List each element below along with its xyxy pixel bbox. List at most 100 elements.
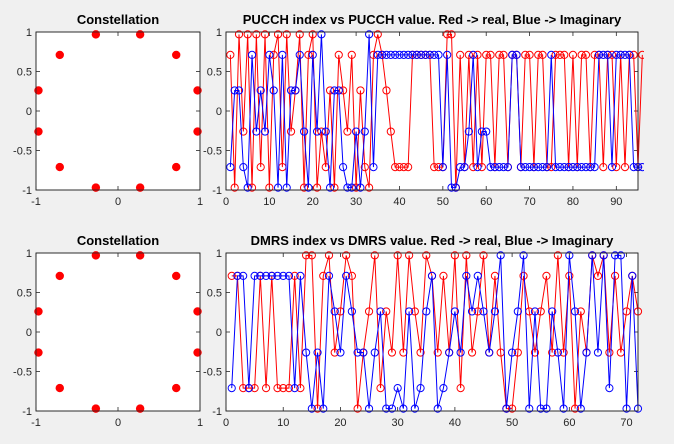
- series-marker-imag: [460, 162, 469, 172]
- series-marker-imag: [304, 183, 313, 192]
- series-marker-imag: [342, 271, 351, 281]
- series-marker-imag: [434, 50, 443, 60]
- series-marker-imag: [382, 404, 391, 413]
- x-tick-label: 1: [197, 417, 203, 429]
- series-marker-imag: [560, 162, 569, 172]
- series-marker-imag: [542, 404, 551, 413]
- series-marker-real: [538, 50, 547, 60]
- x-tick-label: 10: [263, 196, 275, 208]
- series-marker-real: [607, 50, 617, 60]
- series-marker-real: [356, 86, 365, 95]
- series-marker-imag: [508, 50, 517, 60]
- series-marker-imag: [573, 162, 582, 172]
- series-marker-real: [239, 127, 248, 136]
- series-marker-real: [336, 307, 345, 316]
- y-tick-label: 0.5: [207, 288, 222, 300]
- series-marker-imag: [365, 30, 374, 39]
- series-marker-imag: [445, 348, 454, 357]
- series-marker-imag: [499, 162, 508, 172]
- series-marker-real: [570, 404, 580, 413]
- series-marker-real: [443, 30, 452, 39]
- series-marker-imag: [430, 50, 439, 60]
- series-marker-real: [330, 348, 339, 357]
- series-marker-imag: [312, 127, 322, 136]
- series-marker-real: [576, 307, 585, 316]
- x-tick-label: 0: [223, 196, 229, 208]
- series-marker-real: [456, 50, 465, 60]
- x-tick-label: -1: [31, 196, 41, 208]
- series-marker-imag: [330, 86, 339, 95]
- series-marker-real: [296, 383, 305, 393]
- series-marker-imag: [547, 50, 556, 60]
- x-tick-label: 0: [115, 417, 121, 429]
- constellation-point: [91, 251, 101, 260]
- series-marker-imag: [438, 162, 447, 172]
- series-marker-real: [302, 251, 311, 260]
- x-tick-label: 80: [567, 196, 579, 208]
- series-marker-imag: [405, 307, 414, 316]
- series-marker-real: [599, 162, 608, 172]
- series-marker-real: [568, 50, 578, 60]
- series-marker-imag: [296, 271, 305, 281]
- series-marker-imag: [347, 307, 356, 316]
- series-marker-imag: [456, 162, 465, 172]
- series-marker-imag: [230, 86, 239, 95]
- series-marker-real: [365, 183, 374, 192]
- series-marker-real: [577, 50, 586, 60]
- series-marker-imag: [256, 271, 265, 281]
- series-marker-imag: [536, 404, 545, 413]
- series-marker-imag: [417, 50, 426, 60]
- series-marker-real: [560, 50, 569, 60]
- series-marker-real: [479, 251, 488, 260]
- constellation-point: [172, 271, 181, 281]
- series-marker-imag: [607, 162, 617, 172]
- plot-area: [227, 251, 643, 413]
- series-marker-imag: [495, 162, 504, 172]
- series-marker-imag: [529, 162, 539, 172]
- subplot-3: Constellation -1 0 1 -1 -0.5 0 0.5 1: [13, 233, 203, 429]
- series-marker-real: [252, 30, 261, 39]
- series-marker-imag: [286, 86, 296, 95]
- series-marker-real: [352, 183, 361, 192]
- y-tick-label: 0.5: [17, 67, 32, 79]
- series-marker-real: [534, 50, 543, 60]
- series-marker-imag: [273, 271, 282, 281]
- series-marker-real: [525, 50, 534, 60]
- series-marker-real: [469, 162, 478, 172]
- constellation-point: [34, 86, 43, 95]
- series-marker-real: [226, 50, 235, 60]
- x-tick-label: 30: [392, 417, 404, 429]
- series-marker-imag: [382, 50, 391, 60]
- series-marker-real: [308, 30, 317, 39]
- series-marker-real: [486, 50, 495, 60]
- constellation-point: [193, 86, 202, 95]
- series-marker-imag: [290, 383, 299, 393]
- series-marker-real: [334, 50, 343, 60]
- x-tick-label: 50: [506, 417, 518, 429]
- constellation-point: [193, 307, 202, 316]
- series-marker-real: [265, 183, 274, 192]
- series-marker-imag: [334, 86, 343, 95]
- series-marker-imag: [269, 86, 278, 95]
- series-marker-real: [250, 383, 259, 393]
- x-tick-label: 40: [449, 417, 461, 429]
- series-marker-imag: [321, 127, 330, 136]
- series-marker-real: [243, 30, 252, 39]
- series-marker-real: [317, 127, 326, 136]
- x-tick-label: 70: [620, 417, 632, 429]
- series-marker-real: [508, 404, 517, 413]
- series-marker-imag: [319, 404, 328, 413]
- series-marker-imag: [512, 50, 521, 60]
- series-marker-imag: [516, 162, 526, 172]
- y-tick-label: 0: [26, 106, 32, 118]
- series-marker-real: [261, 383, 271, 393]
- series-marker-real: [477, 162, 486, 172]
- series-marker-real: [536, 307, 545, 316]
- series-marker-imag: [359, 348, 368, 357]
- series-marker-real: [456, 383, 465, 393]
- series-marker-imag: [525, 162, 534, 172]
- series-marker-real: [376, 383, 385, 393]
- series-marker-imag: [586, 162, 595, 172]
- series-marker-imag: [502, 404, 511, 413]
- y-tick-label: 1: [216, 248, 222, 260]
